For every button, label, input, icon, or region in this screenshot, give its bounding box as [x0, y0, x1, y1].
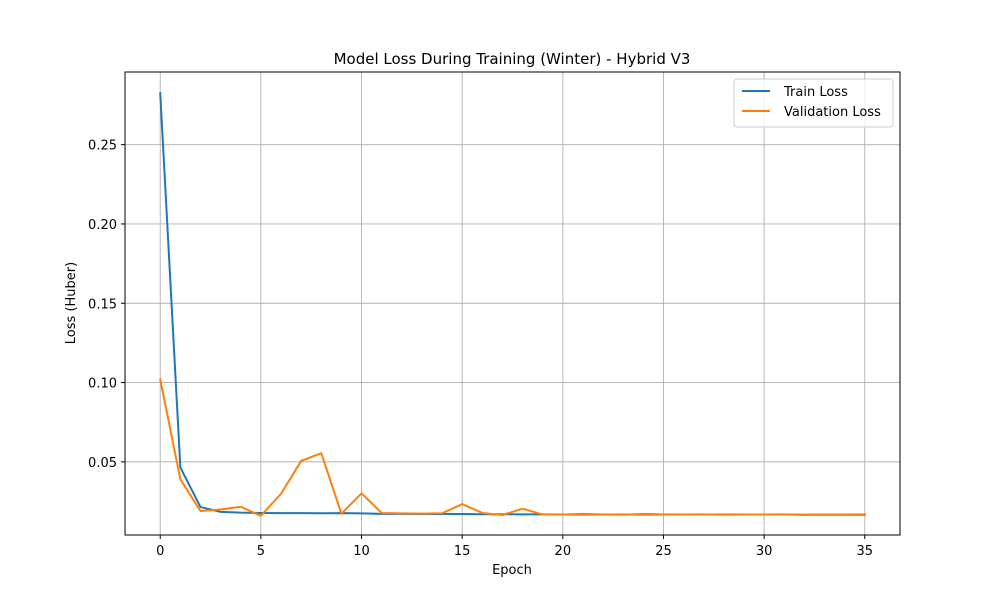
x-tick-label: 25: [655, 544, 672, 559]
x-tick-label: 0: [156, 544, 164, 559]
x-tick-label: 20: [555, 544, 572, 559]
y-tick-label: 0.25: [88, 139, 117, 154]
legend: Train Loss Validation Loss: [733, 78, 894, 128]
y-tick-label: 0.05: [88, 456, 117, 471]
grid-layer: [125, 72, 900, 535]
y-tick-label: 0.20: [88, 218, 117, 233]
x-tick-label: 10: [353, 544, 370, 559]
tick-layer: 0 5 10 15 20 25 30 35 0.05 0.10 0.15 0.20 0.25: [88, 139, 873, 559]
legend-box: [733, 78, 894, 128]
x-tick-label: 30: [756, 544, 773, 559]
legend-label-validation-loss: Validation Loss: [784, 105, 881, 120]
series-layer: [159, 92, 866, 517]
y-tick-label: 0.10: [88, 377, 117, 392]
series-line-validation-loss: [159, 378, 866, 517]
series-line-train-loss: [159, 92, 866, 516]
x-tick-label: 5: [257, 544, 265, 559]
x-tick-label: 35: [856, 544, 873, 559]
y-axis-label: Loss (Huber): [64, 262, 79, 344]
chart-title: Model Loss During Training (Winter) - Hy…: [334, 50, 691, 68]
x-axis-label: Epoch: [492, 563, 532, 578]
x-tick-label: 15: [454, 544, 471, 559]
y-tick-label: 0.15: [88, 297, 117, 312]
legend-label-train-loss: Train Loss: [783, 85, 848, 100]
